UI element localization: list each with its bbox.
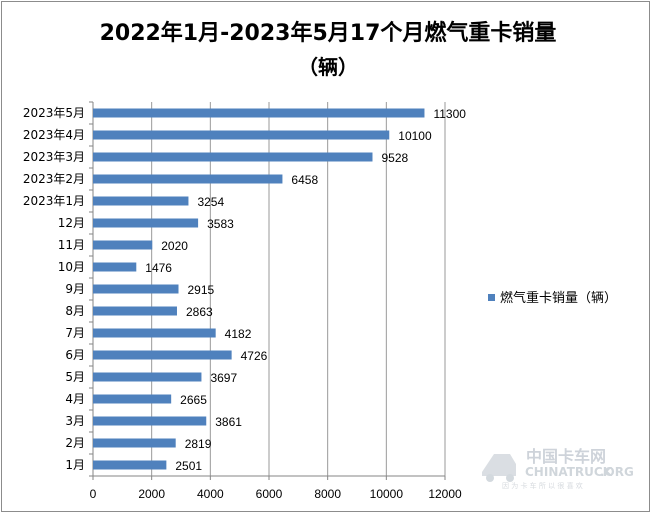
y-tick-label: 10月 <box>58 260 85 274</box>
x-tick-label: 6000 <box>256 487 283 501</box>
bar <box>93 240 153 250</box>
x-tick-label: 4000 <box>197 487 224 501</box>
legend-label: 燃气重卡销量（辆） <box>500 290 617 306</box>
bar <box>93 262 137 272</box>
x-tick-label: 12000 <box>428 487 462 501</box>
bar <box>93 130 390 140</box>
x-tick-label: 10000 <box>370 487 404 501</box>
y-axis-labels: 1月 2月 3月 4月 5月 6月 7月 8月 9月 10月 11月 12月 2023年1月 2023年2… <box>23 101 93 477</box>
truck-logo-icon <box>482 454 516 476</box>
y-tick-label: 2023年2月 <box>23 172 85 186</box>
data-label: 4726 <box>241 349 268 363</box>
data-label: 2020 <box>161 239 188 253</box>
data-label: 2819 <box>185 437 212 451</box>
chart-title-unit: （辆） <box>298 55 358 79</box>
y-tick-label: 11月 <box>58 238 85 252</box>
legend: 燃气重卡销量（辆） <box>488 290 617 306</box>
x-tick-label: 0 <box>90 487 97 501</box>
bar <box>93 218 199 228</box>
watermark: 中国卡车网 CHINATRUCK .ORG 因 为 卡 车 所 以 很 喜 欢 <box>482 447 634 490</box>
y-tick-label: 3月 <box>65 414 85 428</box>
bar <box>93 152 373 162</box>
watermark-slogan: 因 为 卡 车 所 以 很 喜 欢 <box>502 481 583 490</box>
data-label: 1476 <box>145 261 172 275</box>
bar <box>93 460 167 470</box>
watermark-suffix: .ORG <box>600 465 634 479</box>
data-label: 3861 <box>215 415 242 429</box>
bar <box>93 306 177 316</box>
legend-swatch <box>488 294 495 301</box>
watermark-name-en: CHINATRUCK <box>525 465 613 479</box>
data-label: 2501 <box>175 459 202 473</box>
bar <box>93 350 232 360</box>
bar <box>93 394 172 404</box>
data-label: 4182 <box>225 327 252 341</box>
y-tick-label: 7月 <box>65 326 85 340</box>
y-tick-label: 9月 <box>65 282 85 296</box>
y-tick-label: 4月 <box>65 392 85 406</box>
wheel-icon <box>486 474 494 482</box>
y-tick-label: 5月 <box>65 370 85 384</box>
y-tick-label: 6月 <box>65 348 85 362</box>
data-label: 2915 <box>188 283 215 297</box>
bar <box>93 174 283 184</box>
watermark-name-cn: 中国卡车网 <box>526 447 606 466</box>
data-label: 2665 <box>180 393 207 407</box>
data-label: 3583 <box>207 217 234 231</box>
y-tick-label: 2月 <box>65 436 85 450</box>
x-tick-label: 8000 <box>314 487 341 501</box>
bar <box>93 372 202 382</box>
y-tick-label: 2023年4月 <box>23 128 85 142</box>
y-tick-label: 2023年3月 <box>23 150 85 164</box>
y-tick-label: 12月 <box>58 216 85 230</box>
chart-title: 2022年1月-2023年5月17个月燃气重卡销量 <box>100 20 557 46</box>
data-label: 11300 <box>433 107 466 121</box>
data-label: 3254 <box>197 195 224 209</box>
y-tick-label: 2023年1月 <box>23 194 85 208</box>
data-label: 9528 <box>381 151 408 165</box>
bar-series <box>93 108 425 470</box>
bar <box>93 438 176 448</box>
grid-lines <box>92 102 446 477</box>
data-label: 10100 <box>398 129 432 143</box>
y-tick-label: 8月 <box>65 304 85 318</box>
y-tick-label: 1月 <box>65 458 85 472</box>
data-label: 2863 <box>186 305 213 319</box>
bar <box>93 196 189 206</box>
y-tick-label: 2023年5月 <box>23 106 85 120</box>
data-label: 6458 <box>291 173 318 187</box>
bar <box>93 284 179 294</box>
x-tick-label: 2000 <box>138 487 165 501</box>
bar <box>93 108 425 118</box>
wheel-icon <box>506 474 514 482</box>
bar <box>93 328 216 338</box>
bar <box>93 416 207 426</box>
data-label: 3697 <box>210 371 237 385</box>
x-axis-ticks: 0 2000 4000 6000 8000 10000 12000 <box>90 476 462 501</box>
